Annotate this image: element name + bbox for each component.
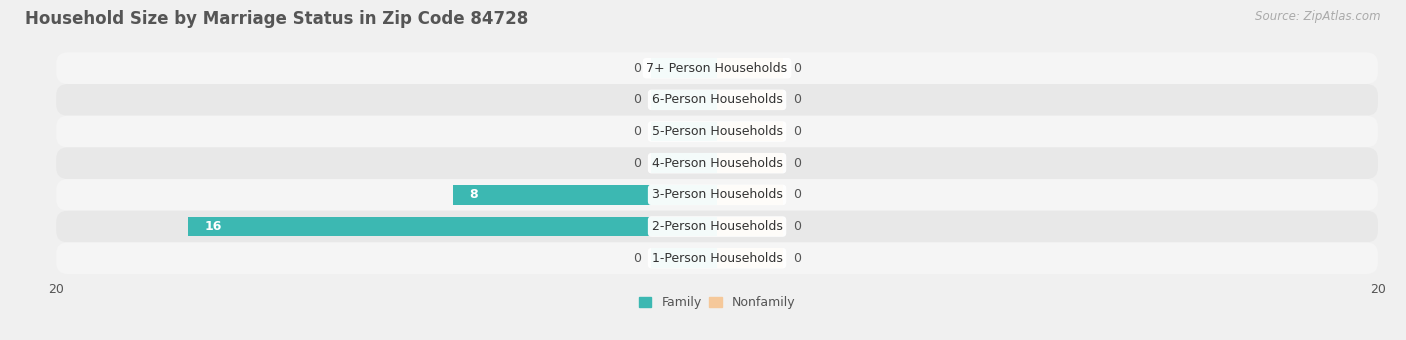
Text: 0: 0: [633, 252, 641, 265]
Bar: [651, 58, 717, 78]
FancyBboxPatch shape: [56, 147, 1378, 179]
Text: 5-Person Households: 5-Person Households: [651, 125, 783, 138]
FancyBboxPatch shape: [56, 242, 1378, 274]
Text: 0: 0: [793, 157, 801, 170]
Text: 0: 0: [633, 94, 641, 106]
FancyBboxPatch shape: [56, 179, 1378, 211]
Text: 0: 0: [793, 220, 801, 233]
Text: 2-Person Households: 2-Person Households: [651, 220, 783, 233]
Legend: Family, Nonfamily: Family, Nonfamily: [634, 291, 800, 314]
Text: 0: 0: [633, 125, 641, 138]
FancyBboxPatch shape: [56, 84, 1378, 116]
Text: Source: ZipAtlas.com: Source: ZipAtlas.com: [1256, 10, 1381, 23]
Text: Household Size by Marriage Status in Zip Code 84728: Household Size by Marriage Status in Zip…: [25, 10, 529, 28]
Bar: [188, 217, 717, 236]
Bar: [651, 249, 717, 268]
Text: 1-Person Households: 1-Person Households: [651, 252, 783, 265]
Text: 3-Person Households: 3-Person Households: [651, 188, 783, 201]
Text: 0: 0: [793, 62, 801, 75]
Text: 4-Person Households: 4-Person Households: [651, 157, 783, 170]
Text: 0: 0: [633, 157, 641, 170]
Bar: [717, 153, 783, 173]
Bar: [651, 122, 717, 141]
Text: 16: 16: [205, 220, 222, 233]
Text: 0: 0: [793, 94, 801, 106]
Bar: [717, 185, 783, 205]
Text: 0: 0: [633, 62, 641, 75]
Text: 0: 0: [793, 188, 801, 201]
Bar: [453, 185, 717, 205]
Text: 0: 0: [793, 252, 801, 265]
Bar: [651, 153, 717, 173]
Text: 7+ Person Households: 7+ Person Households: [647, 62, 787, 75]
Bar: [717, 217, 783, 236]
Text: 0: 0: [793, 125, 801, 138]
Text: 8: 8: [470, 188, 478, 201]
FancyBboxPatch shape: [56, 116, 1378, 147]
Bar: [717, 58, 783, 78]
Bar: [717, 90, 783, 110]
Bar: [717, 122, 783, 141]
Bar: [651, 90, 717, 110]
FancyBboxPatch shape: [56, 211, 1378, 242]
FancyBboxPatch shape: [56, 52, 1378, 84]
Text: 6-Person Households: 6-Person Households: [651, 94, 783, 106]
Bar: [717, 249, 783, 268]
